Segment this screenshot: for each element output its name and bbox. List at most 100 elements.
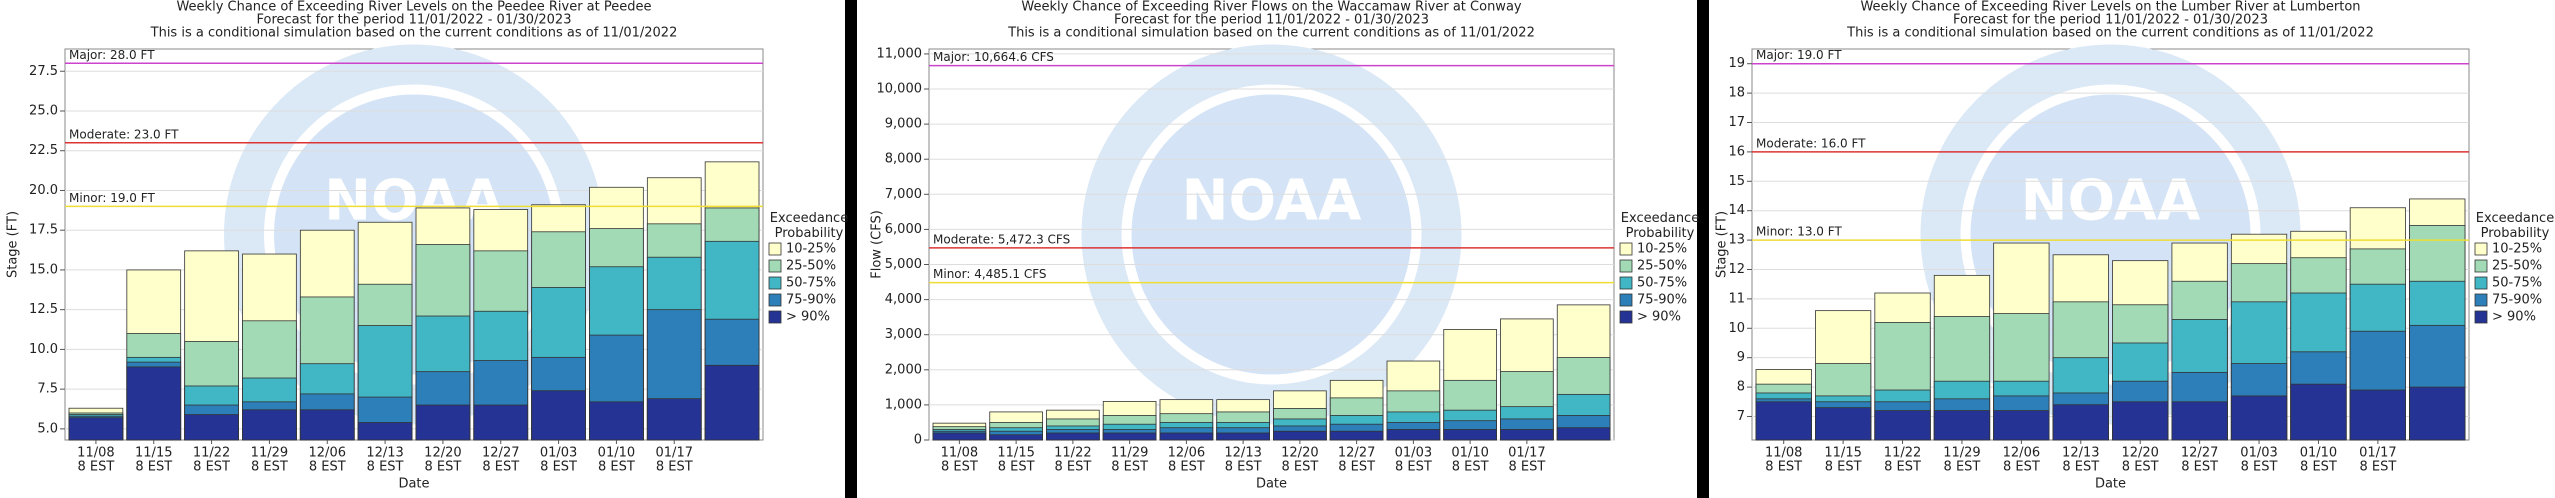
- bar-segment: [2349, 389, 2406, 441]
- threshold-label: Major: 10,664.6 CFS: [933, 50, 1054, 64]
- watermark-text: NOAA: [1182, 169, 1362, 234]
- x-tick-label: 11/15: [135, 446, 172, 461]
- x-tick-sublabel: 8 EST: [2241, 460, 2278, 475]
- y-tick-label: 20.0: [29, 183, 58, 198]
- x-tick-label: 11/29: [251, 446, 288, 461]
- y-tick-label: 25.0: [29, 103, 58, 118]
- x-tick-label: 11/22: [193, 446, 230, 461]
- bar-segment: [1102, 432, 1157, 441]
- legend-label: 25-50%: [786, 259, 836, 274]
- x-tick-label: 12/27: [1338, 446, 1375, 461]
- bar-segment: [646, 398, 702, 441]
- y-tick-label: 12.5: [29, 302, 58, 317]
- legend-swatch: [1619, 293, 1633, 307]
- x-tick-sublabel: 8 EST: [598, 460, 635, 475]
- x-tick-sublabel: 8 EST: [656, 460, 693, 475]
- y-tick-label: 5,000: [885, 257, 922, 272]
- y-tick-label: 5.0: [37, 421, 58, 436]
- bar-segment: [1329, 430, 1384, 441]
- y-tick-label: 13: [1728, 233, 1745, 248]
- x-tick-label: 11/29: [1111, 446, 1148, 461]
- legend-swatch: [1619, 276, 1633, 290]
- x-tick-label: 12/27: [482, 446, 519, 461]
- y-tick-label: 9,000: [885, 117, 922, 132]
- chart-annotation: This is a conditional simulation based o…: [150, 26, 678, 41]
- bar-segment: [1386, 429, 1441, 441]
- y-tick-label: 19: [1728, 56, 1745, 71]
- y-tick-label: 10,000: [877, 82, 923, 97]
- y-tick-label: 4,000: [885, 292, 922, 307]
- threshold-label: Major: 28.0 FT: [69, 48, 155, 62]
- chart-annotation: This is a conditional simulation based o…: [1846, 26, 2374, 41]
- legend-title-line: Exceedance: [1621, 211, 1699, 226]
- legend-title-line: Probability: [2481, 226, 2550, 241]
- y-tick-label: 7: [1737, 409, 1745, 424]
- x-tick-sublabel: 8 EST: [1884, 460, 1921, 475]
- y-tick-label: 10: [1728, 321, 1745, 336]
- x-tick-label: 01/03: [1395, 446, 1432, 461]
- threshold-label: Minor: 13.0 FT: [1756, 225, 1842, 239]
- x-tick-sublabel: 8 EST: [193, 460, 230, 475]
- legend-label: 75-90%: [1637, 293, 1687, 308]
- bar-segment: [1216, 432, 1270, 441]
- x-tick-sublabel: 8 EST: [309, 460, 346, 475]
- y-tick-label: 16: [1728, 144, 1745, 159]
- y-tick-label: 7,000: [885, 187, 922, 202]
- chart-subtitle: Forecast for the period 11/01/2022 - 01/…: [1953, 13, 2268, 28]
- x-tick-sublabel: 8 EST: [1054, 460, 1091, 475]
- legend-title-line: Exceedance: [770, 211, 848, 226]
- x-tick-label: 01/03: [540, 446, 577, 461]
- legend-swatch: [2474, 310, 2488, 324]
- x-tick-label: 01/17: [1508, 446, 1545, 461]
- x-tick-sublabel: 8 EST: [2181, 460, 2218, 475]
- x-tick-label: 12/13: [1224, 446, 1261, 461]
- bar-segment: [184, 414, 239, 441]
- x-tick-sublabel: 8 EST: [135, 460, 172, 475]
- chart-annotation: This is a conditional simulation based o…: [1007, 26, 1535, 41]
- x-tick-sublabel: 8 EST: [251, 460, 288, 475]
- x-tick-sublabel: 8 EST: [1944, 460, 1981, 475]
- bar-segment: [415, 404, 471, 441]
- legend-swatch: [768, 259, 782, 273]
- legend-swatch: [2474, 242, 2488, 256]
- bar-segment: [1755, 401, 1812, 441]
- threshold-label: Moderate: 16.0 FT: [1756, 136, 1866, 150]
- chart-subtitle: Forecast for the period 11/01/2022 - 01/…: [1114, 13, 1429, 28]
- x-tick-sublabel: 8 EST: [1395, 460, 1432, 475]
- x-tick-sublabel: 8 EST: [2122, 460, 2159, 475]
- bar-segment: [473, 404, 529, 441]
- x-axis-label: Date: [1256, 477, 1287, 492]
- bar-segment: [989, 434, 1043, 441]
- x-tick-label: 11/22: [1054, 446, 1091, 461]
- x-tick-label: 12/06: [309, 446, 346, 461]
- legend-label: 10-25%: [1637, 242, 1687, 257]
- y-tick-label: 8: [1737, 380, 1745, 395]
- x-tick-sublabel: 8 EST: [2062, 460, 2099, 475]
- y-tick-label: 8,000: [885, 152, 922, 167]
- x-tick-label: 11/29: [1943, 446, 1980, 461]
- x-tick-label: 12/13: [366, 446, 403, 461]
- x-tick-label: 01/10: [1451, 446, 1488, 461]
- x-tick-sublabel: 8 EST: [998, 460, 1035, 475]
- x-tick-label: 11/08: [941, 446, 978, 461]
- legend-label: 10-25%: [2492, 242, 2542, 257]
- x-tick-sublabel: 8 EST: [1338, 460, 1375, 475]
- x-tick-sublabel: 8 EST: [425, 460, 462, 475]
- x-tick-sublabel: 8 EST: [1825, 460, 1862, 475]
- chart-panel: Weekly Chance of Exceeding River Flows o…: [857, 0, 1699, 498]
- legend-label: 50-75%: [1637, 276, 1687, 291]
- x-tick-label: 12/13: [2062, 446, 2099, 461]
- y-tick-label: 1,000: [885, 397, 922, 412]
- watermark-text: NOAA: [2021, 169, 2201, 234]
- x-tick-label: 12/20: [424, 446, 461, 461]
- legend-swatch: [2474, 276, 2488, 290]
- y-axis-label: Stage (FT): [1715, 211, 1730, 278]
- bar-segment: [1874, 410, 1931, 441]
- legend-swatch: [768, 293, 782, 307]
- x-tick-sublabel: 8 EST: [367, 460, 404, 475]
- legend-swatch: [2474, 259, 2488, 273]
- bar-segment: [2171, 401, 2228, 441]
- x-tick-label: 12/06: [2003, 446, 2040, 461]
- legend-swatch: [1619, 310, 1633, 324]
- legend-swatch: [2474, 293, 2488, 307]
